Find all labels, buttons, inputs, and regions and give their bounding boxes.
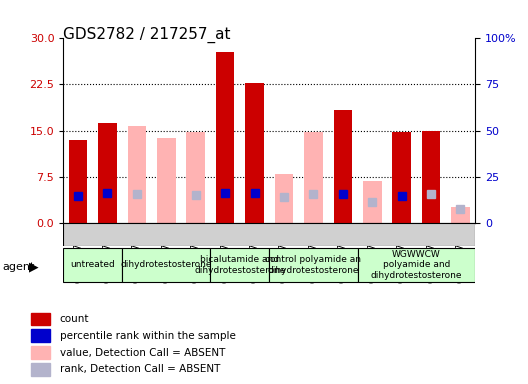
- Bar: [363, 181, 382, 223]
- Bar: [216, 123, 234, 223]
- Bar: [31, 329, 50, 342]
- Bar: [98, 123, 117, 223]
- Bar: [69, 140, 87, 223]
- Text: rank, Detection Call = ABSENT: rank, Detection Call = ABSENT: [60, 364, 220, 374]
- Bar: [216, 52, 234, 223]
- FancyBboxPatch shape: [63, 223, 475, 246]
- Bar: [422, 131, 440, 223]
- FancyBboxPatch shape: [122, 248, 211, 282]
- FancyBboxPatch shape: [211, 248, 269, 282]
- FancyBboxPatch shape: [269, 248, 357, 282]
- Bar: [186, 132, 205, 223]
- Bar: [334, 110, 352, 223]
- Bar: [275, 174, 293, 223]
- Bar: [246, 83, 264, 223]
- Text: WGWWCW
polyamide and
dihydrotestosterone: WGWWCW polyamide and dihydrotestosterone: [371, 250, 462, 280]
- Text: bicalutamide and
dihydrotestosterone: bicalutamide and dihydrotestosterone: [194, 255, 286, 275]
- Text: control polyamide an
dihydrotestosterone: control polyamide an dihydrotestosterone: [266, 255, 361, 275]
- Text: dihydrotestosterone: dihydrotestosterone: [120, 260, 212, 270]
- Bar: [157, 138, 176, 223]
- Text: percentile rank within the sample: percentile rank within the sample: [60, 331, 235, 341]
- Text: agent: agent: [3, 262, 35, 272]
- Bar: [392, 132, 411, 223]
- Bar: [31, 313, 50, 325]
- Text: untreated: untreated: [70, 260, 115, 270]
- Text: GDS2782 / 217257_at: GDS2782 / 217257_at: [63, 27, 231, 43]
- Bar: [31, 346, 50, 359]
- Bar: [334, 124, 352, 223]
- Text: ▶: ▶: [29, 260, 39, 273]
- FancyBboxPatch shape: [63, 248, 122, 282]
- Bar: [451, 207, 470, 223]
- Bar: [304, 132, 323, 223]
- Text: count: count: [60, 314, 89, 324]
- Text: value, Detection Call = ABSENT: value, Detection Call = ABSENT: [60, 348, 225, 358]
- Bar: [128, 126, 146, 223]
- Bar: [31, 363, 50, 376]
- FancyBboxPatch shape: [357, 248, 475, 282]
